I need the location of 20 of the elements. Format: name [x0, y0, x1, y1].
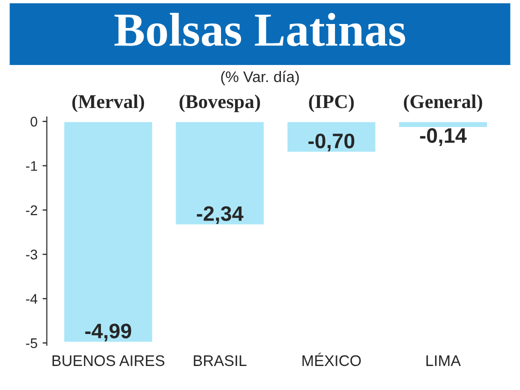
x-tick-label: MÉXICO [302, 352, 361, 366]
text: (IPC) [309, 94, 354, 112]
text: (General) [404, 94, 482, 112]
text: (Bovespa) [180, 94, 260, 112]
text: (Merval) [72, 94, 144, 112]
data-label: -4,99 [85, 324, 132, 342]
chart-subtitle: (% Var. día) [221, 70, 299, 86]
x-tick-label: LIMA [426, 355, 461, 366]
y-tick-label: 0 [30, 116, 38, 127]
y-tick-label: -5 [26, 338, 38, 348]
data-label: -2,34 [196, 206, 244, 224]
x-tick-label: BRASIL [194, 355, 246, 366]
data-label: -0,14 [420, 128, 467, 146]
chart-title: Bolsas Latinas [114, 12, 406, 46]
y-tick-label: -3 [26, 250, 38, 260]
x-tick-label: BUENOS AIRES [52, 355, 164, 366]
y-tick-label: -2 [26, 205, 38, 216]
y-tick-label: -4 [26, 294, 38, 304]
data-label: -0,70 [308, 134, 354, 152]
y-tick-label: -1 [26, 161, 38, 171]
